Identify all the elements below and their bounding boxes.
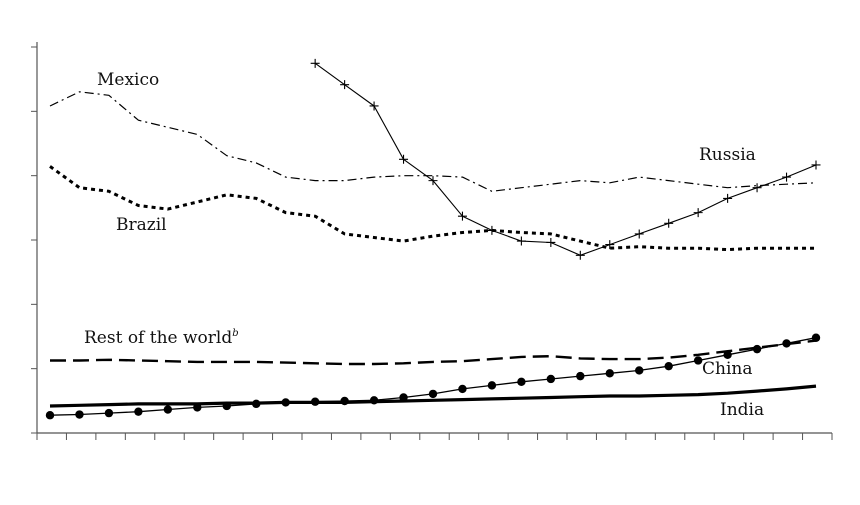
series-layer bbox=[45, 58, 821, 420]
data-point-russia bbox=[369, 101, 379, 111]
data-point-russia bbox=[487, 225, 497, 235]
series-label-rest-of-world-sup: b bbox=[232, 328, 238, 339]
data-point-russia bbox=[605, 240, 615, 250]
series-rest-of-the-world bbox=[50, 339, 817, 366]
data-point-russia bbox=[634, 229, 644, 239]
data-point-china bbox=[605, 369, 614, 378]
data-point-russia bbox=[399, 154, 409, 164]
series-india bbox=[49, 384, 817, 408]
data-point-china bbox=[487, 381, 497, 390]
data-point-china bbox=[782, 339, 791, 348]
data-point-china bbox=[458, 384, 467, 394]
data-point-russia bbox=[782, 172, 792, 182]
data-point-russia bbox=[428, 176, 438, 186]
data-point-russia bbox=[723, 193, 733, 203]
series-line-rest-of-the-world bbox=[50, 339, 817, 366]
data-point-russia bbox=[516, 236, 526, 246]
data-point-russia bbox=[811, 160, 821, 170]
data-point-china bbox=[693, 356, 703, 365]
label-layer: Mexico Brazil Russia Rest of the worldb … bbox=[84, 70, 764, 420]
data-point-china bbox=[517, 377, 526, 387]
data-point-china bbox=[134, 407, 143, 416]
series-line-mexico bbox=[49, 91, 817, 192]
data-point-russia bbox=[693, 208, 703, 218]
data-point-russia bbox=[752, 183, 762, 193]
data-point-russia bbox=[664, 218, 674, 228]
data-point-russia bbox=[340, 80, 350, 90]
series-mexico bbox=[49, 91, 817, 192]
data-point-russia bbox=[457, 211, 467, 221]
data-point-china bbox=[546, 374, 556, 384]
data-point-china bbox=[576, 371, 585, 381]
data-point-china bbox=[752, 344, 762, 354]
data-point-china bbox=[664, 361, 673, 371]
series-label-india: India bbox=[720, 400, 764, 420]
data-point-china bbox=[811, 333, 821, 342]
data-point-china bbox=[75, 410, 84, 419]
series-line-brazil bbox=[49, 165, 816, 252]
data-point-russia bbox=[310, 58, 320, 68]
data-point-russia bbox=[575, 250, 585, 260]
series-label-china: China bbox=[702, 359, 752, 379]
data-point-russia bbox=[546, 237, 556, 247]
series-label-mexico: Mexico bbox=[97, 70, 159, 90]
data-point-china bbox=[428, 389, 438, 399]
data-point-china bbox=[163, 405, 173, 414]
series-label-brazil: Brazil bbox=[116, 215, 167, 235]
series-label-rest-of-world: Rest of the worldb bbox=[84, 328, 239, 348]
data-point-china bbox=[723, 350, 732, 359]
series-line-russia bbox=[314, 62, 817, 256]
series-russia bbox=[310, 58, 821, 260]
data-point-china bbox=[635, 366, 644, 375]
data-point-china bbox=[104, 408, 114, 418]
series-brazil bbox=[49, 165, 816, 252]
axes bbox=[31, 42, 833, 440]
series-line-india bbox=[49, 384, 817, 408]
series-label-rest-of-world-text: Rest of the world bbox=[84, 328, 232, 348]
series-label-russia: Russia bbox=[699, 145, 756, 165]
data-point-china bbox=[45, 411, 55, 420]
